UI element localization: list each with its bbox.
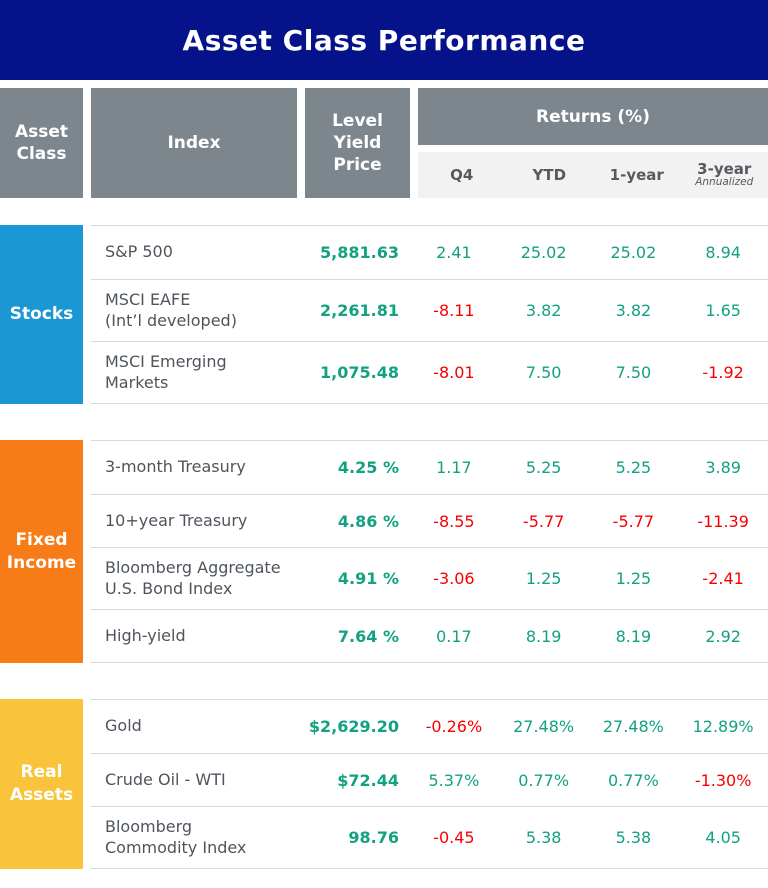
section-fixed-income: Fixed Income 3-month Treasury 4.25 % 1.1… bbox=[0, 440, 768, 663]
three-year-return: 4.05 bbox=[705, 828, 741, 847]
table-row: Gold $2,629.20 -0.26% 27.48% 27.48% 12.8… bbox=[91, 700, 768, 753]
one-year-return: 7.50 bbox=[615, 363, 652, 382]
table-row: High-yield 7.64 % 0.17 8.19 8.19 2.92 bbox=[91, 609, 768, 662]
ytd-return: 8.19 bbox=[525, 626, 562, 646]
index-name: S&P 500 bbox=[105, 242, 173, 262]
level-value: 4.91 % bbox=[337, 569, 399, 588]
index-name: 10+year Treasury bbox=[105, 510, 248, 530]
subheader-q4: Q4 bbox=[418, 152, 506, 198]
level-value: 98.76 bbox=[348, 828, 399, 847]
index-name: Gold bbox=[105, 716, 142, 736]
subheader-3-year-label: 3-year bbox=[697, 159, 752, 178]
one-year-return: 5.25 bbox=[615, 458, 652, 477]
subheader-annualized-note: Annualized bbox=[695, 176, 754, 189]
section-label-fixed-income: Fixed Income bbox=[0, 440, 83, 663]
index-name: High-yield bbox=[105, 625, 186, 645]
index-name: Crude Oil - WTI bbox=[105, 769, 226, 789]
index-name: 3-month Treasury bbox=[105, 457, 246, 477]
header-returns: Returns (%) bbox=[418, 88, 768, 145]
table-row: 10+year Treasury 4.86 % -8.55 -5.77 -5.7… bbox=[91, 494, 768, 547]
index-name: Bloomberg Commodity Index bbox=[105, 816, 247, 857]
one-year-return: 0.77% bbox=[607, 770, 659, 790]
three-year-return: -11.39 bbox=[697, 511, 749, 531]
subheader-ytd-label: YTD bbox=[532, 165, 567, 184]
ytd-return: 7.50 bbox=[525, 363, 562, 382]
section-label-stocks: Stocks bbox=[0, 225, 83, 404]
three-year-return: -1.92 bbox=[702, 363, 744, 382]
q4-return: -0.26% bbox=[425, 717, 483, 736]
section-real-assets: Real Assets Gold $2,629.20 -0.26% 27.48%… bbox=[0, 699, 768, 869]
level-value: $72.44 bbox=[337, 770, 399, 790]
three-year-return: 1.65 bbox=[705, 301, 741, 320]
ytd-return: 5.25 bbox=[525, 458, 562, 477]
three-year-return: 8.94 bbox=[705, 243, 741, 262]
table-row: MSCI Emerging Markets 1,075.48 -8.01 7.5… bbox=[91, 341, 768, 403]
level-value: $2,629.20 bbox=[308, 717, 399, 736]
index-name: MSCI EAFE (Int’l developed) bbox=[105, 289, 237, 330]
q4-return: -8.01 bbox=[433, 363, 475, 382]
table-row: S&P 500 5,881.63 2.41 25.02 25.02 8.94 bbox=[91, 226, 768, 279]
level-value: 5,881.63 bbox=[320, 243, 399, 262]
one-year-return: 5.38 bbox=[615, 828, 652, 847]
one-year-return: 8.19 bbox=[615, 626, 652, 646]
q4-return: -8.55 bbox=[433, 511, 475, 531]
table-header-row: Asset Class Index Level Yield Price Retu… bbox=[0, 88, 768, 198]
three-year-return: -1.30% bbox=[694, 770, 752, 790]
section-rows-real-assets: Gold $2,629.20 -0.26% 27.48% 27.48% 12.8… bbox=[91, 699, 768, 869]
level-value: 4.86 % bbox=[337, 511, 399, 531]
section-rows-fixed-income: 3-month Treasury 4.25 % 1.17 5.25 5.25 3… bbox=[91, 440, 768, 663]
header-returns-group: Returns (%) Q4 YTD 1-year 3-year Annuali… bbox=[418, 88, 768, 198]
subheader-1-year: 1-year bbox=[593, 152, 681, 198]
subheader-ytd: YTD bbox=[506, 152, 594, 198]
ytd-return: 1.25 bbox=[525, 569, 562, 588]
section-rows-stocks: S&P 500 5,881.63 2.41 25.02 25.02 8.94 M… bbox=[91, 225, 768, 404]
q4-return: -3.06 bbox=[433, 569, 475, 588]
header-asset-class: Asset Class bbox=[0, 88, 83, 198]
one-year-return: -5.77 bbox=[612, 511, 655, 531]
ytd-return: 27.48% bbox=[513, 717, 575, 736]
q4-return: 2.41 bbox=[436, 243, 472, 262]
returns-subheader: Q4 YTD 1-year 3-year Annualized bbox=[418, 152, 768, 198]
one-year-return: 27.48% bbox=[602, 717, 664, 736]
table-row: MSCI EAFE (Int’l developed) 2,261.81 -8.… bbox=[91, 279, 768, 341]
three-year-return: 3.89 bbox=[705, 458, 741, 477]
table-row: Bloomberg Aggregate U.S. Bond Index 4.91… bbox=[91, 547, 768, 609]
three-year-return: 2.92 bbox=[705, 626, 741, 646]
q4-return: -8.11 bbox=[433, 301, 475, 320]
title-bar: Asset Class Performance bbox=[0, 0, 768, 80]
table-row: 3-month Treasury 4.25 % 1.17 5.25 5.25 3… bbox=[91, 441, 768, 494]
ytd-return: 3.82 bbox=[525, 301, 562, 320]
ytd-return: 25.02 bbox=[520, 243, 567, 262]
table-row: Bloomberg Commodity Index 98.76 -0.45 5.… bbox=[91, 806, 768, 868]
level-value: 2,261.81 bbox=[320, 301, 399, 320]
ytd-return: 0.77% bbox=[518, 770, 570, 790]
section-label-real-assets: Real Assets bbox=[0, 699, 83, 869]
three-year-return: -2.41 bbox=[702, 569, 744, 588]
q4-return: 0.17 bbox=[436, 626, 472, 646]
index-name: Bloomberg Aggregate U.S. Bond Index bbox=[105, 557, 281, 598]
index-name: MSCI Emerging Markets bbox=[105, 351, 227, 392]
page-title: Asset Class Performance bbox=[182, 23, 586, 57]
level-value: 4.25 % bbox=[337, 458, 399, 477]
header-index: Index bbox=[91, 88, 297, 198]
one-year-return: 25.02 bbox=[610, 243, 657, 262]
q4-return: 5.37% bbox=[428, 770, 480, 790]
ytd-return: -5.77 bbox=[522, 511, 565, 531]
section-stocks: Stocks S&P 500 5,881.63 2.41 25.02 25.02… bbox=[0, 225, 768, 404]
subheader-3-year: 3-year Annualized bbox=[681, 152, 768, 198]
q4-return: -0.45 bbox=[433, 828, 475, 847]
subheader-q4-label: Q4 bbox=[450, 165, 474, 184]
header-level-yield-price: Level Yield Price bbox=[305, 88, 410, 198]
subheader-1-year-label: 1-year bbox=[609, 165, 664, 184]
q4-return: 1.17 bbox=[436, 458, 472, 477]
ytd-return: 5.38 bbox=[525, 828, 562, 847]
three-year-return: 12.89% bbox=[692, 717, 754, 736]
one-year-return: 3.82 bbox=[615, 301, 652, 320]
table-row: Crude Oil - WTI $72.44 5.37% 0.77% 0.77%… bbox=[91, 753, 768, 806]
level-value: 7.64 % bbox=[337, 626, 399, 646]
one-year-return: 1.25 bbox=[615, 569, 652, 588]
level-value: 1,075.48 bbox=[320, 363, 399, 382]
